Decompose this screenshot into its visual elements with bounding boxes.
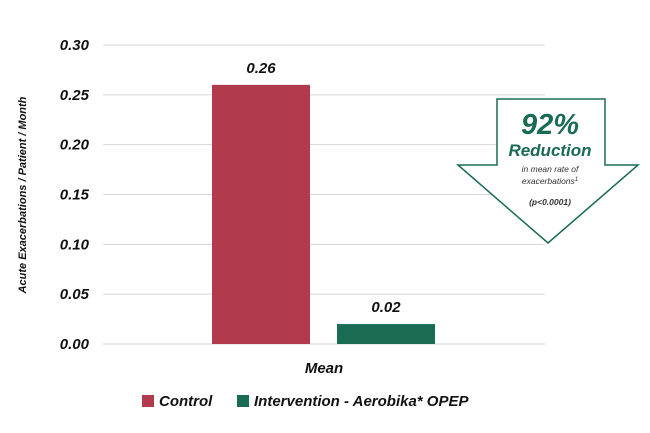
legend-label-intervention: Intervention - Aerobika* OPEP <box>254 393 469 410</box>
callout-headline: Reduction <box>508 141 591 160</box>
callout-line2-text: exacerbations <box>522 176 576 186</box>
callout-percent: 92% <box>521 109 579 141</box>
bar-control <box>212 84 310 344</box>
y-tick-label: 0.20 <box>60 137 90 154</box>
gridlines <box>103 44 545 345</box>
legend-label-control: Control <box>159 393 213 410</box>
callout-line2: exacerbations1 <box>522 176 578 186</box>
legend-swatch-control <box>142 395 154 407</box>
callout-line1: in mean rate of <box>522 164 580 174</box>
bar-intervention <box>337 324 435 344</box>
reduction-callout: 92% Reduction in mean rate of exacerbati… <box>455 98 641 244</box>
y-axis-label: Acute Exacerbations / Patient / Month <box>17 96 29 294</box>
data-label-control: 0.26 <box>246 60 276 77</box>
y-tick-label: 0.05 <box>60 286 90 303</box>
callout-pvalue: (p<0.0001) <box>529 197 571 207</box>
data-label-intervention: 0.02 <box>371 299 401 316</box>
down-arrow-callout <box>455 98 641 244</box>
y-tick-label: 0.15 <box>60 187 90 204</box>
legend: Control Intervention - Aerobika* OPEP <box>142 393 469 410</box>
y-tick-label: 0.30 <box>60 37 90 54</box>
callout-footnote-mark: 1 <box>575 177 578 183</box>
y-tick-label: 0.00 <box>60 336 90 353</box>
y-tick-label: 0.25 <box>60 87 90 104</box>
data-labels: 0.26 0.02 <box>246 60 401 316</box>
bars <box>212 84 435 344</box>
legend-swatch-intervention <box>237 395 249 407</box>
y-tick-label: 0.10 <box>60 236 90 253</box>
x-category-label: Mean <box>305 360 343 377</box>
y-tick-labels: 0.00 0.05 0.10 0.15 0.20 0.25 0.30 <box>60 37 90 353</box>
